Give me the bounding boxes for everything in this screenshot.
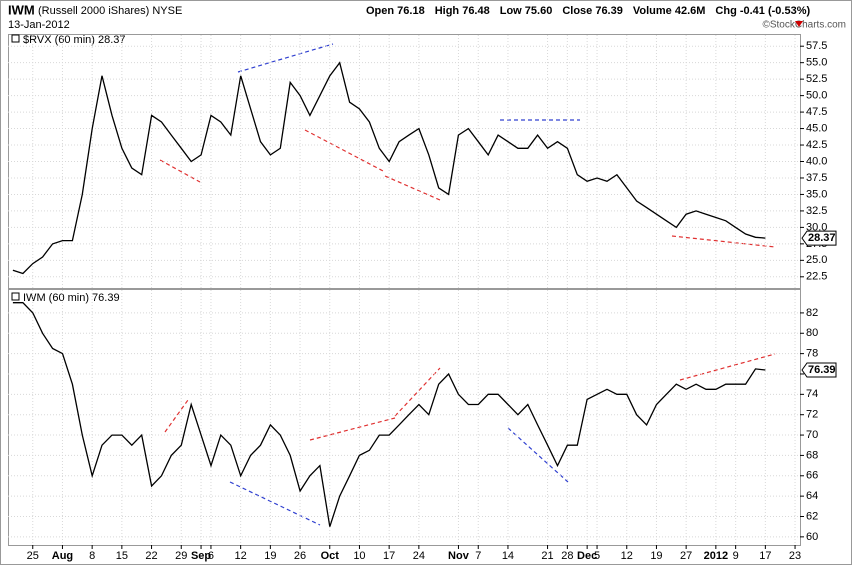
quote-item: Chg -0.41 (-0.53%): [715, 5, 810, 17]
y-tick-label: 70: [806, 429, 818, 441]
trend-line: [679, 353, 776, 381]
x-tick-label: 14: [502, 550, 514, 562]
y-tick-label: 68: [806, 449, 818, 461]
y-tick-label: 45.0: [806, 122, 827, 134]
y-tick-label: 64: [806, 490, 818, 502]
x-tick-label: 9: [733, 550, 739, 562]
y-tick-label: 50.0: [806, 90, 827, 102]
x-tick-label: 27: [680, 550, 692, 562]
value-tag: [801, 362, 837, 378]
x-tick-label: 12: [235, 550, 247, 562]
value-tag: [801, 230, 837, 246]
y-tick-label: 25.0: [806, 254, 827, 266]
y-tick-label: 78: [806, 348, 818, 360]
y-tick-label: 40.0: [806, 155, 827, 167]
x-tick-label: 28: [561, 550, 573, 562]
panel-title: $RVX (60 min) 28.37: [23, 34, 126, 46]
y-tick-label: 37.5: [806, 172, 827, 184]
trend-line: [671, 235, 776, 248]
symbol: IWM: [8, 2, 35, 17]
bottom-panel: [8, 289, 801, 546]
y-tick-label: 22.5: [806, 271, 827, 283]
x-tick-label: 5: [594, 550, 600, 562]
quote-item: Volume 42.6M: [633, 5, 706, 17]
panel-icon: [11, 292, 20, 301]
x-tick-label: 26: [294, 550, 306, 562]
x-tick-label: 2012: [704, 550, 728, 562]
y-tick-label: 55.0: [806, 57, 827, 69]
x-tick-label: 7: [475, 550, 481, 562]
x-tick-label: 12: [621, 550, 633, 562]
quote-item: Close 76.39: [562, 5, 623, 17]
trend-line: [507, 427, 569, 483]
y-tick-label: 30.0: [806, 221, 827, 233]
value-tag-label: 76.39: [808, 364, 836, 376]
y-tick-label: 66: [806, 470, 818, 482]
x-tick-label: 10: [353, 550, 365, 562]
x-tick-label: 25: [27, 550, 39, 562]
x-tick-label: Aug: [52, 550, 73, 562]
y-tick-label: 52.5: [806, 73, 827, 85]
x-tick-label: Dec: [577, 550, 597, 562]
trend-lines: [159, 43, 776, 526]
y-tick-label: 42.5: [806, 139, 827, 151]
trend-line: [237, 43, 334, 73]
security-name: (Russell 2000 iShares) NYSE: [38, 5, 182, 17]
x-tick-label: 17: [759, 550, 771, 562]
value-tag-label: 28.37: [808, 232, 836, 244]
chart-date: 13-Jan-2012: [8, 19, 70, 31]
trend-line: [304, 129, 386, 173]
y-tick-label: 32.5: [806, 205, 827, 217]
panel-icon: [11, 34, 20, 43]
x-tick-label: 15: [116, 550, 128, 562]
x-tick-label: 23: [789, 550, 801, 562]
y-tick-label: 74: [806, 388, 818, 400]
trend-line: [384, 175, 441, 201]
panel-title: IWM (60 min) 76.39: [23, 292, 120, 304]
price-line: [12, 61, 766, 275]
x-tick-label: Nov: [448, 550, 470, 562]
price-line: [12, 302, 766, 527]
trend-line: [164, 399, 189, 433]
y-tick-label: 72: [806, 409, 818, 421]
x-tick-label: Oct: [321, 550, 340, 562]
x-tick-label: 6: [208, 550, 214, 562]
x-tick-label: 24: [413, 550, 425, 562]
trend-line: [229, 481, 321, 526]
trend-line: [394, 367, 441, 417]
trend-line: [309, 417, 396, 441]
chg-arrow: [795, 21, 803, 27]
y-tick-label: 60: [806, 531, 818, 543]
y-tick-label: 62: [806, 510, 818, 522]
x-tick-label: 29: [175, 550, 187, 562]
x-tick-label: 21: [541, 550, 553, 562]
quote-item: Low 75.60: [500, 5, 553, 17]
x-tick-label: 17: [383, 550, 395, 562]
quote-item: High 76.48: [435, 5, 490, 17]
y-tick-label: 35.0: [806, 188, 827, 200]
y-tick-label: 57.5: [806, 40, 827, 52]
credit: ©StockCharts.com: [762, 20, 846, 31]
x-tick-label: 19: [264, 550, 276, 562]
quote-item: Open 76.18: [366, 5, 425, 17]
x-tick-label: 19: [650, 550, 662, 562]
y-tick-label: 80: [806, 327, 818, 339]
trend-line: [159, 159, 201, 183]
x-tick-label: 22: [145, 550, 157, 562]
x-tick-label: 8: [89, 550, 95, 562]
x-tick-label: Sep: [191, 550, 211, 562]
y-tick-label: 82: [806, 307, 818, 319]
y-tick-label: 47.5: [806, 106, 827, 118]
